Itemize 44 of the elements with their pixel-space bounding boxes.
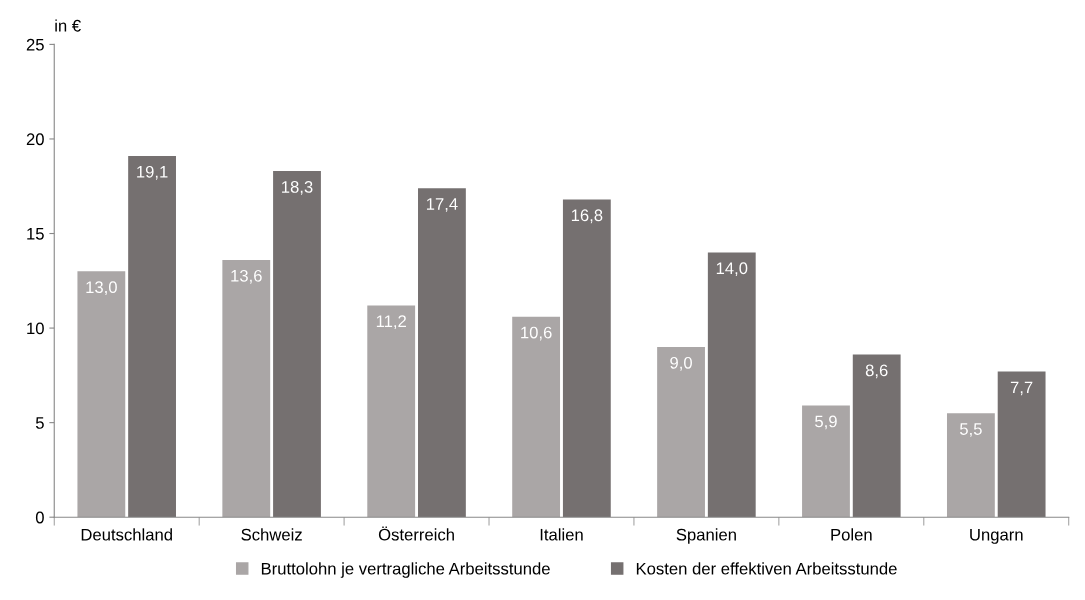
x-tick-label: Polen <box>831 528 872 541</box>
legend-label: Bruttolohn je vertragliche Arbeitsstunde <box>261 562 550 578</box>
y-tick-label: 20 <box>26 133 44 146</box>
legend-label: Kosten der effektiven Arbeitsstunde <box>636 562 897 575</box>
y-tick-label: 10 <box>27 322 44 335</box>
x-tick-label: Ungarn <box>970 528 1023 544</box>
data-label: 5,9 <box>815 415 837 430</box>
data-label: 7,7 <box>1010 381 1033 396</box>
x-tick-label: Deutschland <box>81 528 172 541</box>
y-tick-label: 0 <box>35 511 44 524</box>
bar <box>997 371 1046 518</box>
x-tick-label: Italien <box>540 528 583 541</box>
bar <box>77 271 126 518</box>
data-label: 9,0 <box>670 356 692 371</box>
data-label: 17,4 <box>426 198 458 212</box>
data-label: 16,8 <box>571 209 603 224</box>
x-tick-label: Österreich <box>378 526 454 541</box>
data-label: 14,0 <box>716 262 748 277</box>
y-axis-title: in € <box>55 19 81 32</box>
y-tick-label: 25 <box>26 38 44 51</box>
data-label: 10,6 <box>521 326 552 341</box>
x-tick-label: Spanien <box>676 528 736 544</box>
y-tick-label: 15 <box>27 228 44 240</box>
data-label: 5,5 <box>959 423 982 437</box>
bar <box>418 188 466 518</box>
bar <box>367 305 416 518</box>
bar <box>273 171 321 518</box>
bar <box>562 199 611 518</box>
bar <box>707 252 756 518</box>
data-label: 8,6 <box>865 364 888 379</box>
bar <box>802 405 850 518</box>
data-label: 19,1 <box>137 165 168 180</box>
bar <box>128 155 176 518</box>
bar <box>222 260 271 518</box>
bar <box>657 346 705 518</box>
bar <box>852 354 901 518</box>
data-label: 13,0 <box>86 281 117 296</box>
bar <box>512 316 561 518</box>
x-tick-label: Schweiz <box>241 528 302 541</box>
bar <box>946 413 995 518</box>
data-label: 13,6 <box>231 269 262 284</box>
data-label: 18,3 <box>282 181 313 195</box>
data-label: 11,2 <box>376 315 406 330</box>
y-tick-label: 5 <box>35 417 44 429</box>
